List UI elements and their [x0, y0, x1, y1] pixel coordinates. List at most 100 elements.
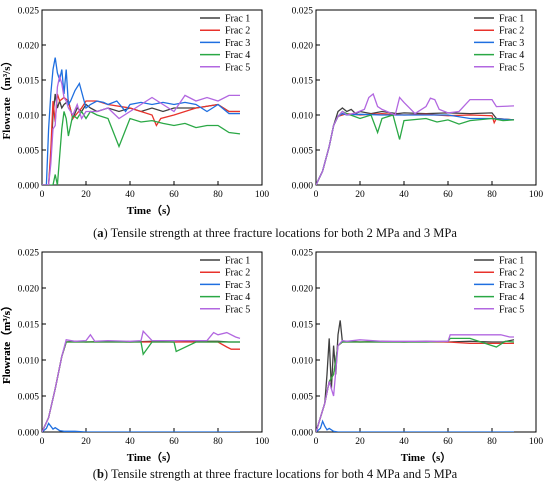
- y-tick-label: 0.020: [18, 42, 40, 52]
- y-axis-label: Flowrate（m³/s）: [0, 300, 13, 384]
- x-tick-label: 80: [487, 437, 497, 447]
- y-tick-label: 0.015: [292, 77, 314, 87]
- x-tick-label: 80: [213, 190, 223, 200]
- series-line-frac-5: [316, 92, 515, 185]
- x-tick-label: 0: [40, 437, 45, 447]
- legend-label: Frac 2: [499, 26, 524, 37]
- x-axis-label: Time（s）: [127, 451, 178, 464]
- y-tick-label: 0.025: [292, 249, 314, 259]
- caption-a: (a) Tensile strength at three fracture l…: [93, 226, 457, 240]
- series-line-frac-2: [42, 341, 240, 432]
- chart-1: 0.000 0.005 0.010 0.015 0.020 0.025 0 20 40 60 80 1…: [0, 7, 269, 218]
- series-line-frac-3: [316, 419, 514, 432]
- legend-label: Frac 3: [499, 38, 524, 49]
- series-line-frac-4: [316, 337, 515, 432]
- x-tick-label: 100: [255, 190, 270, 200]
- legend-label: Frac 2: [225, 268, 250, 279]
- x-tick-label: 40: [125, 190, 135, 200]
- y-tick-label: 0.000: [292, 182, 314, 192]
- x-tick-label: 100: [255, 437, 270, 447]
- series-line-frac-2: [42, 93, 240, 185]
- x-tick-label: 0: [314, 437, 319, 447]
- y-tick-label: 0.025: [18, 249, 40, 259]
- y-tick-label: 0.005: [292, 393, 314, 403]
- y-tick-label: 0.015: [292, 321, 314, 331]
- series-line-frac-3: [42, 57, 240, 185]
- legend-label: Frac 2: [225, 26, 250, 37]
- y-axis-label: Flowrate（m³/s）: [0, 56, 13, 140]
- x-tick-label: 80: [487, 190, 497, 200]
- y-tick-label: 0.005: [292, 147, 314, 157]
- series-line-frac-5: [42, 73, 240, 185]
- x-tick-label: 60: [443, 190, 453, 200]
- series-line-frac-1: [42, 340, 240, 432]
- legend-label: Frac 4: [225, 292, 250, 303]
- chart-3: 0.000 0.005 0.010 0.015 0.020 0.025 0 20 40 60 80 1…: [0, 249, 269, 465]
- x-tick-label: 40: [399, 437, 409, 447]
- y-tick-label: 0.000: [292, 429, 314, 439]
- series-line-frac-3: [316, 112, 515, 185]
- legend-label: Frac 3: [499, 280, 524, 291]
- series-line-frac-2: [316, 112, 515, 185]
- x-tick-label: 80: [213, 437, 223, 447]
- y-tick-label: 0.010: [18, 112, 40, 122]
- series-line-frac-1: [316, 320, 515, 432]
- y-tick-label: 0.020: [292, 42, 314, 52]
- series-line-frac-5: [316, 334, 514, 432]
- legend-label: Frac 3: [225, 38, 250, 49]
- x-tick-label: 20: [355, 190, 365, 200]
- x-tick-label: 20: [355, 437, 365, 447]
- x-tick-label: 20: [81, 437, 91, 447]
- x-axis-label: Time（s）: [401, 451, 452, 464]
- y-tick-label: 0.015: [18, 321, 40, 331]
- legend-label: Frac 2: [499, 268, 524, 279]
- legend-label: Frac 4: [499, 50, 524, 61]
- legend-label: Frac 1: [499, 256, 524, 267]
- y-tick-label: 0.005: [18, 147, 40, 157]
- x-tick-label: 40: [399, 190, 409, 200]
- x-tick-label: 60: [443, 437, 453, 447]
- legend-label: Frac 1: [499, 14, 524, 25]
- x-tick-label: 100: [529, 437, 544, 447]
- y-tick-label: 0.025: [292, 7, 314, 17]
- chart-4: 0.000 0.005 0.010 0.015 0.020 0.025 0 20 40 60 80 1…: [0, 249, 543, 465]
- chart-2: 0.000 0.005 0.010 0.015 0.020 0.025 0 20 40 60 80 1…: [292, 7, 544, 201]
- legend-label: Frac 3: [225, 280, 250, 291]
- legend-label: Frac 5: [225, 304, 250, 315]
- legend-label: Frac 4: [225, 50, 250, 61]
- caption-b: (b) Tensile strength at three fracture l…: [92, 467, 458, 481]
- series-line-frac-4: [42, 341, 240, 432]
- plot-frame: [41, 9, 263, 186]
- y-tick-label: 0.010: [292, 112, 314, 122]
- x-tick-label: 60: [169, 437, 179, 447]
- series-line-frac-2: [316, 341, 514, 432]
- x-axis-label: Time（s）: [127, 204, 178, 217]
- y-tick-label: 0.015: [18, 77, 40, 87]
- x-tick-label: 40: [125, 437, 135, 447]
- plot-frame: [315, 9, 537, 186]
- legend-label: Frac 5: [499, 304, 524, 315]
- series-line-frac-5: [42, 329, 241, 432]
- y-axis-label: Flowrate（m³/s）: [0, 300, 13, 384]
- series-line-frac-1: [42, 93, 240, 185]
- y-tick-label: 0.020: [18, 285, 40, 295]
- x-tick-label: 100: [529, 190, 544, 200]
- legend-label: Frac 4: [499, 292, 524, 303]
- series-line-frac-3: [42, 422, 240, 432]
- legend-label: Frac 5: [499, 62, 524, 73]
- legend-label: Frac 1: [225, 14, 250, 25]
- y-tick-label: 0.010: [292, 357, 314, 367]
- series-line-frac-4: [42, 110, 241, 185]
- x-tick-label: 60: [169, 190, 179, 200]
- legend-label: Frac 5: [225, 62, 250, 73]
- x-tick-label: 0: [314, 190, 319, 200]
- y-tick-label: 0.020: [292, 285, 314, 295]
- y-tick-label: 0.005: [18, 393, 40, 403]
- y-tick-label: 0.025: [18, 7, 40, 17]
- legend-label: Frac 1: [225, 256, 250, 267]
- y-tick-label: 0.010: [18, 357, 40, 367]
- x-tick-label: 0: [40, 190, 45, 200]
- y-tick-label: 0.000: [18, 429, 40, 439]
- y-tick-label: 0.000: [18, 182, 40, 192]
